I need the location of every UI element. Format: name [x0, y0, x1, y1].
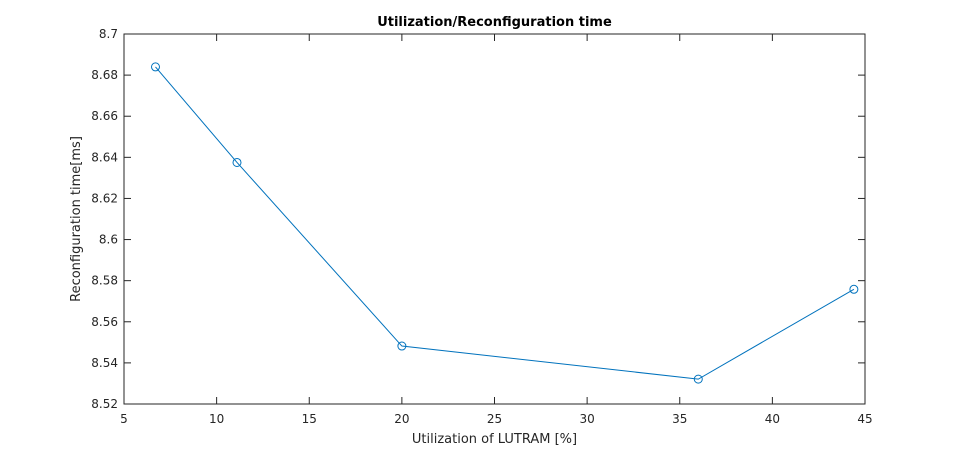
y-tick-label: 8.64 [91, 150, 118, 164]
x-tick-label: 25 [487, 412, 502, 426]
chart-title: Utilization/Reconfiguration time [377, 15, 612, 30]
x-tick-label: 15 [302, 412, 317, 426]
x-tick-label: 35 [672, 412, 687, 426]
y-tick-label: 8.54 [91, 356, 118, 370]
y-tick-label: 8.58 [91, 274, 118, 288]
data-point [232, 157, 242, 167]
y-axis-label: Reconfiguration time[ms] [69, 136, 84, 302]
x-axis-label: Utilization of LUTRAM [%] [412, 432, 577, 447]
x-tick-label: 10 [209, 412, 224, 426]
data-point [693, 374, 703, 384]
x-tick-label: 30 [579, 412, 594, 426]
tick-labels: 5 10 15 20 25 30 35 40 45 8.52 8.54 8.56 8.58 8.6 8.62… [91, 27, 872, 426]
y-tick-label: 8.68 [91, 68, 118, 82]
x-tick-label: 45 [857, 412, 872, 426]
y-tick-label: 8.7 [99, 27, 118, 41]
x-tick-label: 5 [120, 412, 128, 426]
data-point [849, 284, 859, 294]
data-series [150, 62, 859, 384]
data-point [397, 341, 407, 351]
plot-area [123, 33, 866, 405]
x-tick-label: 40 [765, 412, 780, 426]
y-tick-label: 8.56 [91, 315, 118, 329]
x-tick-label: 20 [394, 412, 409, 426]
axis-ticks [123, 33, 866, 405]
data-point [150, 62, 160, 72]
series-line [155, 66, 855, 380]
y-tick-label: 8.6 [99, 233, 118, 247]
y-tick-label: 8.62 [91, 191, 118, 205]
y-tick-label: 8.66 [91, 109, 118, 123]
y-tick-label: 8.52 [91, 397, 118, 411]
